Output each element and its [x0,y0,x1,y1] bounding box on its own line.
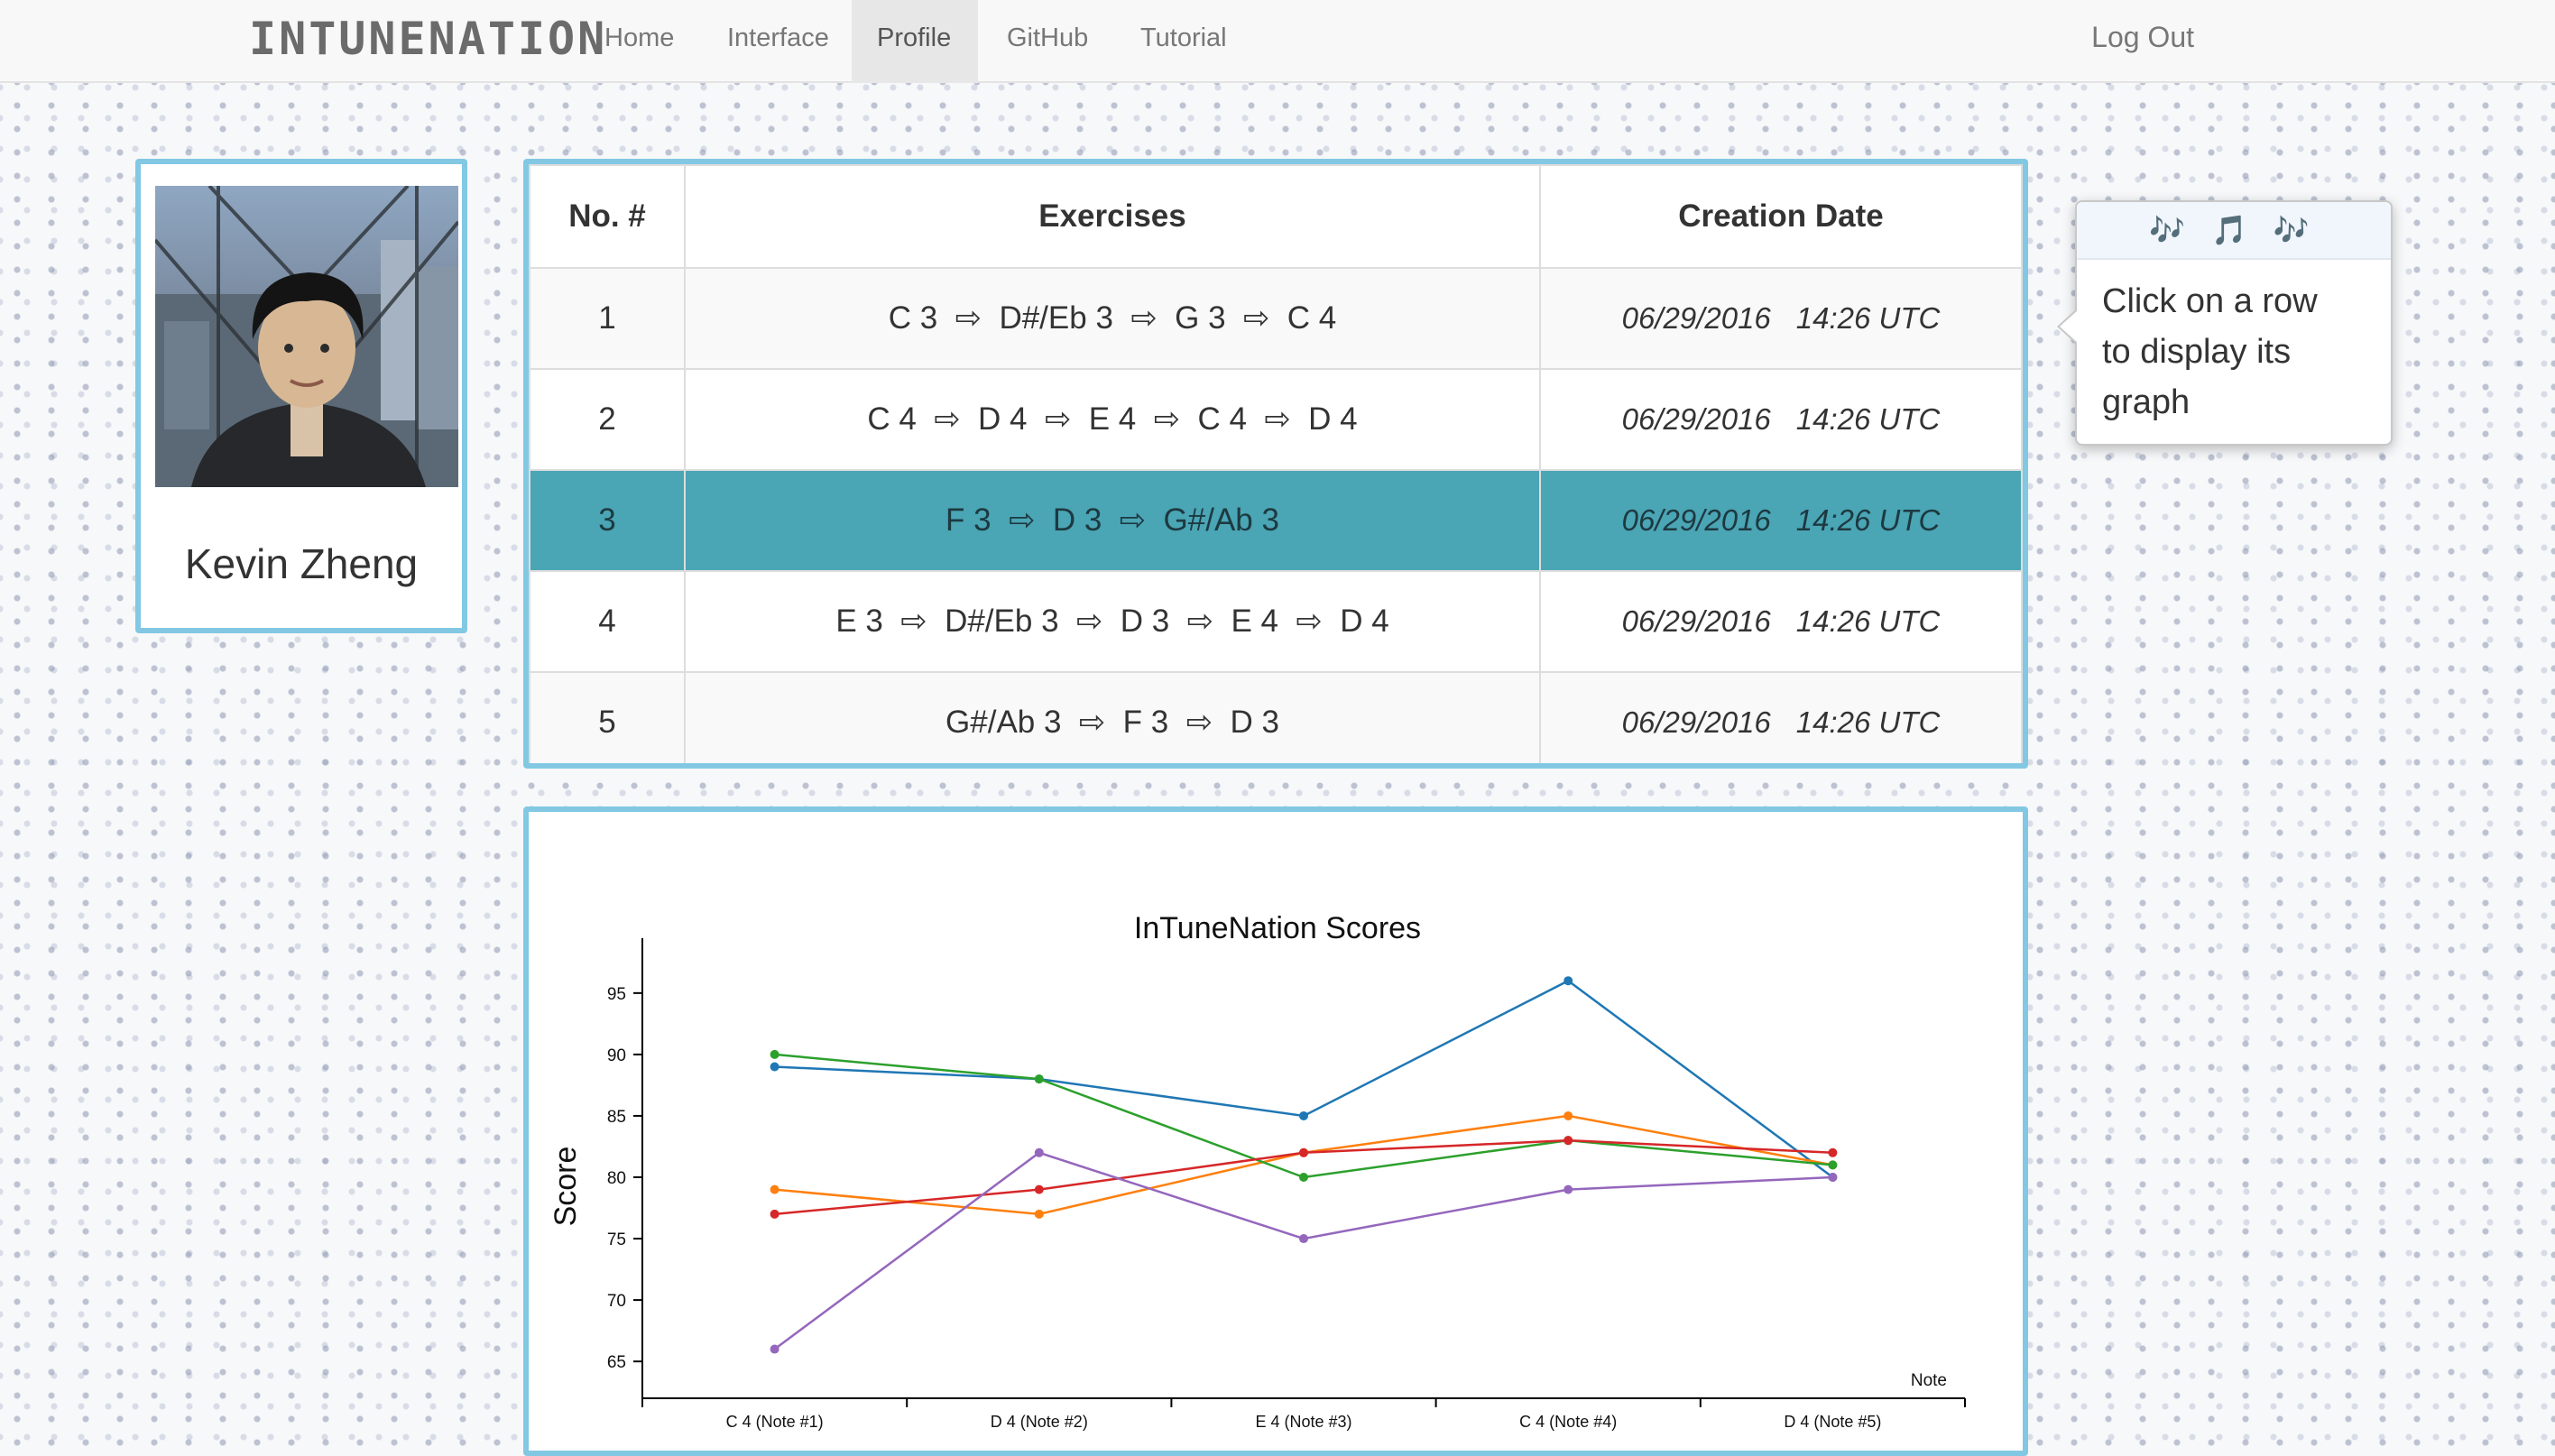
table-row[interactable]: 4 E 3 ⇨ D#/Eb 3 ⇨ D 3 ⇨ E 4 ⇨ D 4 06/29/… [529,570,2023,673]
x-tick-label: D 4 (Note #5) [1784,1413,1881,1431]
exercise-table: No. # Exercises Creation Date 1 C 3 ⇨ D#… [529,164,2023,763]
series-5-point [770,1344,779,1354]
profile-name: Kevin Zheng [184,540,419,587]
x-tick-label: D 4 (Note #2) [991,1413,1088,1431]
nav-home[interactable]: Home [604,23,675,52]
chart-title: InTuneNation Scores [1134,911,1421,945]
logout-link[interactable]: Log Out [2091,21,2194,53]
series-line-5 [773,1151,1833,1350]
table-header-row: No. # Exercises Creation Date [529,164,2023,269]
y-tick-label: 70 [607,1292,626,1311]
profile-card: Kevin Zheng [135,159,467,633]
y-tick-label: 75 [607,1230,626,1249]
series-5-point [1034,1147,1044,1157]
x-axis-label: Note [1911,1371,1947,1390]
x-tick-label: E 4 (Note #3) [1255,1413,1351,1431]
row-number: 1 [529,267,686,370]
nav-interface[interactable]: Interface [727,23,829,52]
series-1-point [1563,976,1573,986]
series-3-point [1034,1074,1044,1084]
y-tick-label: 65 [607,1353,626,1372]
row-exercise: G#/Ab 3 ⇨ F 3 ⇨ D 3 [684,671,1541,763]
nav-github[interactable]: GitHub [1007,23,1089,52]
row-exercise: C 3 ⇨ D#/Eb 3 ⇨ G 3 ⇨ C 4 [684,267,1541,370]
y-tick-label: 90 [607,1046,626,1065]
table-row[interactable]: 1 C 3 ⇨ D#/Eb 3 ⇨ G 3 ⇨ C 4 06/29/2016 14… [529,267,2023,370]
y-tick-label: 95 [607,985,626,1004]
brand-logo[interactable]: INTUNENATION [249,13,608,65]
series-line-1 [774,979,1834,1179]
series-1-point [1299,1110,1308,1120]
hint-tooltip: 🎶 🎵 🎶 Click on a row to display its grap… [2057,200,2393,446]
nav-profile[interactable]: Profile [852,0,978,83]
nav-tutorial[interactable]: Tutorial [1140,23,1227,52]
row-date: 06/29/2016 14:26 UTC [1539,469,2023,572]
series-5-point [1828,1173,1838,1182]
score-chart: InTuneNation Scores 65 70 75 80 85 90 95 C 4 (No… [549,911,1966,1431]
x-tick-label: C 4 (Note #1) [726,1413,824,1431]
score-chart-panel: InTuneNation Scores 65 70 75 80 85 90 95 C 4 (No… [523,806,2028,1456]
exercise-table-panel: No. # Exercises Creation Date 1 C 3 ⇨ D#… [523,159,2028,769]
music-notes-icon: 🎶 🎵 🎶 [2077,202,2391,260]
row-exercise: C 4 ⇨ D 4 ⇨ E 4 ⇨ C 4 ⇨ D 4 [684,368,1541,471]
row-number: 2 [529,368,686,471]
row-date: 06/29/2016 14:26 UTC [1539,368,2023,471]
table-row-selected[interactable]: 3 F 3 ⇨ D 3 ⇨ G#/Ab 3 06/29/2016 14:26 UT… [529,469,2023,572]
series-3-point [770,1049,779,1059]
row-number: 4 [529,570,686,673]
series-2-point [1563,1110,1573,1120]
table-row[interactable]: 2 C 4 ⇨ D 4 ⇨ E 4 ⇨ C 4 ⇨ D 4 06/29/2016… [529,368,2023,471]
row-number: 3 [529,469,686,572]
series-2-point [770,1184,779,1194]
row-exercise: E 3 ⇨ D#/Eb 3 ⇨ D 3 ⇨ E 4 ⇨ D 4 [684,570,1541,673]
row-exercise: F 3 ⇨ D 3 ⇨ G#/Ab 3 [684,469,1541,572]
y-tick-label: 80 [607,1169,626,1188]
y-axis-label: Score [549,1147,583,1227]
row-date: 06/29/2016 14:26 UTC [1539,570,2023,673]
series-4-point [1299,1147,1308,1157]
x-tick-label: C 4 (Note #4) [1519,1413,1617,1431]
avatar [155,186,458,487]
avatar-photo [155,186,458,487]
series-4-point [1828,1147,1838,1157]
table-row[interactable]: 5 G#/Ab 3 ⇨ F 3 ⇨ D 3 06/29/2016 14:26 UT… [529,671,2023,763]
row-date: 06/29/2016 14:26 UTC [1539,671,2023,763]
series-1-point [770,1062,779,1072]
series-5-point [1563,1184,1573,1194]
series-4-point [770,1209,779,1219]
header-exercises: Exercises [684,164,1541,269]
series-4-point [1563,1136,1573,1146]
tooltip-text: Click on a row to display its graph [2102,282,2318,421]
series-3-point [1299,1173,1308,1182]
navbar: INTUNENATION Home Interface Profile GitH… [0,0,2555,83]
row-date: 06/29/2016 14:26 UTC [1539,267,2023,370]
row-number: 5 [529,671,686,763]
series-3-point [1828,1160,1838,1170]
series-5-point [1299,1234,1308,1244]
y-tick-label: 85 [607,1108,626,1127]
series-2-point [1034,1209,1044,1219]
header-creation-date: Creation Date [1539,164,2023,269]
series-4-point [1034,1184,1044,1194]
header-number: No. # [529,164,686,269]
